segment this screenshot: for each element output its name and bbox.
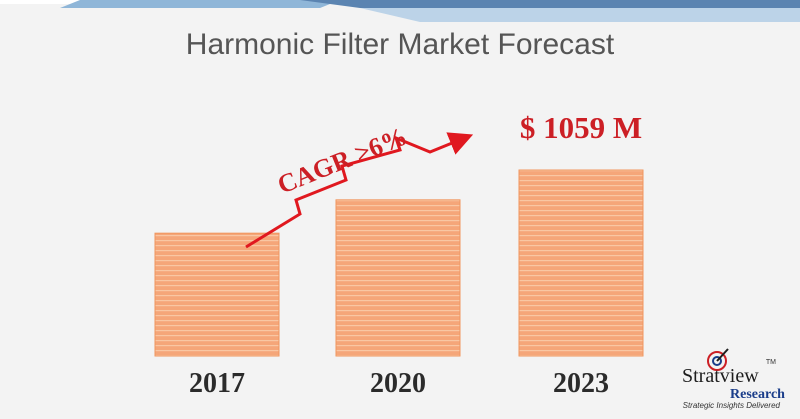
logo-brand: Stratview <box>682 365 759 387</box>
growth-arrow <box>245 132 474 249</box>
bar-2020 <box>335 199 461 357</box>
chart-title: Harmonic Filter Market Forecast <box>185 28 615 61</box>
cagr-annotation: CAGR >6% <box>273 121 411 199</box>
logo-tagline: Strategic Insights Delivered <box>682 401 780 410</box>
logo-sub: Research <box>730 387 785 402</box>
stratview-logo: Stratview TM Research Strategic Insights… <box>646 341 786 411</box>
target-icon <box>707 348 729 371</box>
x-tick-label: 2020 <box>370 368 426 399</box>
header-stripe <box>0 0 800 22</box>
bar-2023 <box>518 169 644 357</box>
bar-2017 <box>154 232 280 357</box>
x-tick-label: 2017 <box>189 368 245 399</box>
value-label: $ 1059 M <box>520 110 642 145</box>
logo-tm: TM <box>765 359 776 366</box>
x-tick-label: 2023 <box>553 368 609 399</box>
